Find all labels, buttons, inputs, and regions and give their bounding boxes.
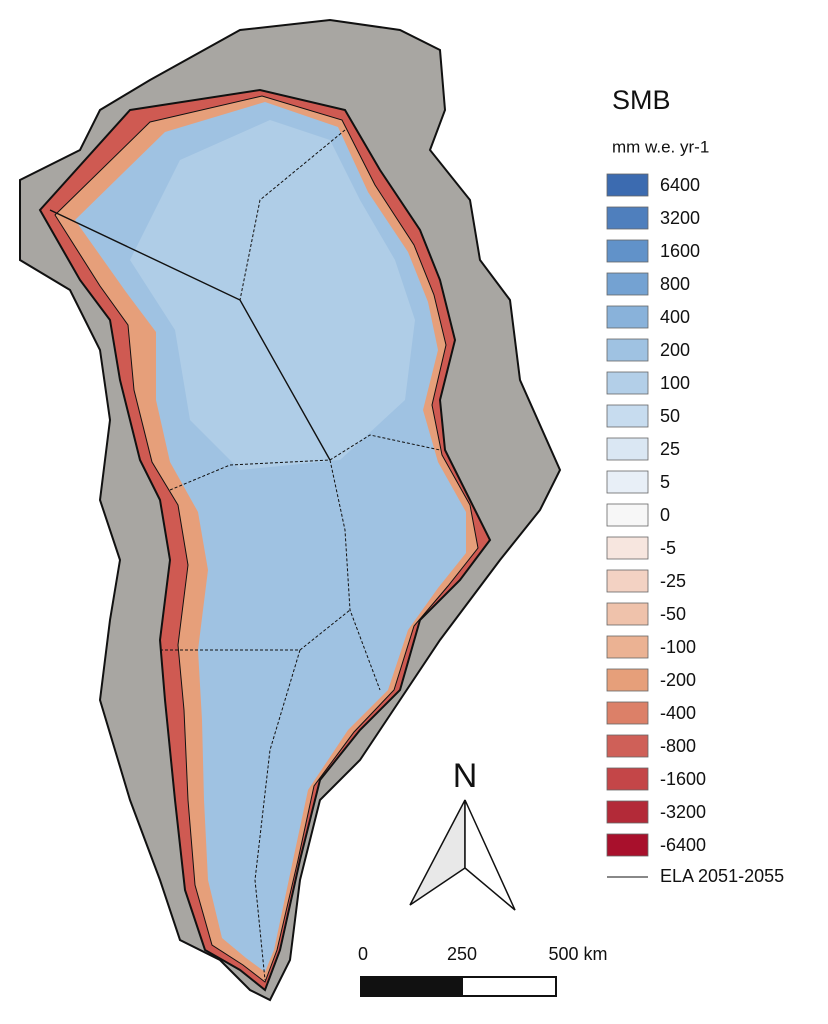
legend-swatch: [606, 602, 649, 626]
legend-swatch: [606, 272, 649, 296]
north-arrow: N: [409, 757, 516, 911]
legend-swatch: [606, 536, 649, 560]
legend-label: -1600: [660, 769, 706, 789]
legend-swatch: [606, 734, 649, 758]
legend-swatch: [606, 404, 649, 428]
legend-label: ELA 2051-2055: [660, 866, 784, 886]
legend-swatch: [606, 503, 649, 527]
legend-label: -25: [660, 571, 686, 591]
arrow-left: [409, 799, 466, 906]
legend-swatch: [606, 305, 649, 329]
legend-unit: mm w.e. yr-1: [612, 137, 709, 156]
legend-swatch: [606, 767, 649, 791]
legend-label: 0: [660, 505, 670, 525]
legend-swatch: [606, 470, 649, 494]
legend-swatch: [606, 701, 649, 725]
legend-label: -5: [660, 538, 676, 558]
legend-swatch: [606, 635, 649, 659]
legend: SMB mm w.e. yr-1 6400 3200 1600 800 400 200 10…: [606, 85, 784, 886]
scale-bar: 0 250 500 km: [358, 944, 608, 997]
legend-label: 6400: [660, 175, 700, 195]
legend-label: -200: [660, 670, 696, 690]
legend-label: 3200: [660, 208, 700, 228]
arrow-right: [464, 799, 516, 911]
legend-label: 50: [660, 406, 680, 426]
legend-label: 200: [660, 340, 690, 360]
legend-label: -100: [660, 637, 696, 657]
legend-swatch: [606, 668, 649, 692]
legend-label: -50: [660, 604, 686, 624]
scale-label: 500 km: [548, 944, 607, 964]
legend-label: 1600: [660, 241, 700, 261]
legend-swatch: [606, 371, 649, 395]
interior-ice: [130, 120, 415, 470]
legend-title: SMB: [612, 85, 671, 115]
legend-label: -800: [660, 736, 696, 756]
legend-label: 400: [660, 307, 690, 327]
legend-swatch: [606, 338, 649, 362]
legend-label: 25: [660, 439, 680, 459]
legend-label: 100: [660, 373, 690, 393]
legend-swatch: [606, 239, 649, 263]
legend-label: -3200: [660, 802, 706, 822]
legend-swatch: [606, 569, 649, 593]
legend-label: 5: [660, 472, 670, 492]
scale-label: 0: [358, 944, 368, 964]
scale-label: 250: [447, 944, 477, 964]
legend-label: -6400: [660, 835, 706, 855]
legend-swatch: [606, 437, 649, 461]
legend-label: 800: [660, 274, 690, 294]
legend-label: -400: [660, 703, 696, 723]
north-label: N: [453, 757, 478, 795]
scale-segment: [361, 977, 463, 996]
ice-divides: [49, 129, 441, 981]
legend-swatch: [606, 173, 649, 197]
legend-swatch: [606, 833, 649, 857]
legend-swatch: [606, 800, 649, 824]
greenland-map: [19, 18, 562, 1002]
legend-swatch: [606, 206, 649, 230]
